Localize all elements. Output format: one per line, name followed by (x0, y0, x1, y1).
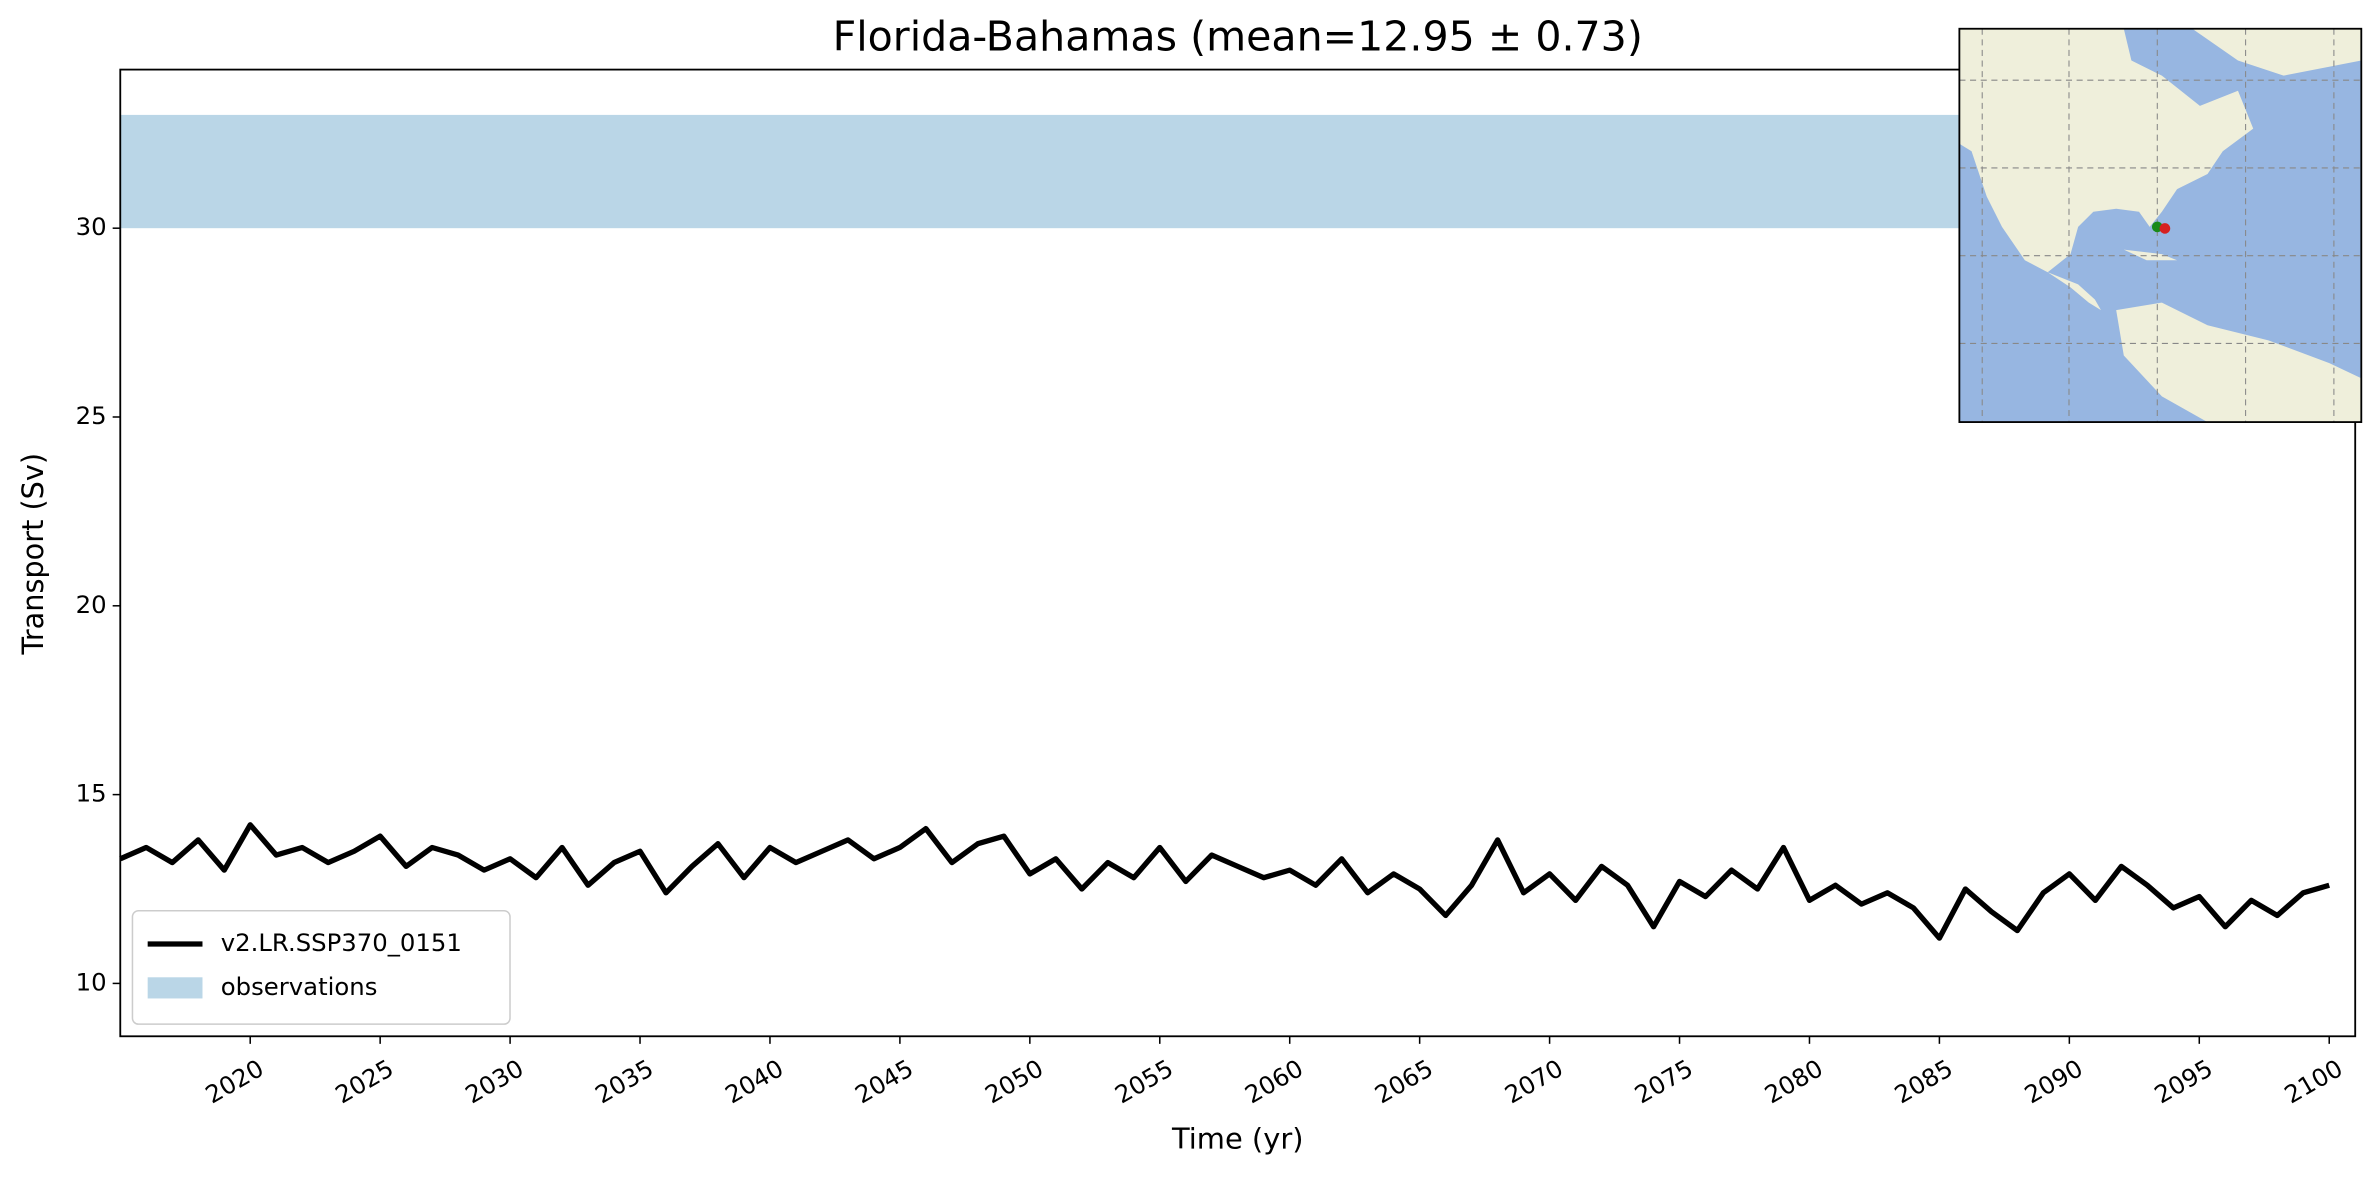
x-tick-label: 2075 (1630, 1053, 1698, 1109)
x-tick-label: 2070 (1500, 1053, 1568, 1109)
x-tick-label: 2095 (2149, 1053, 2217, 1109)
x-tick-label: 2030 (460, 1053, 528, 1109)
map-inset (1958, 27, 2363, 423)
x-tick-label: 2080 (1760, 1053, 1828, 1109)
y-axis-label: Transport (Sv) (16, 453, 50, 656)
x-tick-label: 2040 (720, 1053, 788, 1109)
map-land (2116, 302, 2362, 423)
legend-key (147, 977, 203, 999)
x-tick-label: 2025 (330, 1053, 398, 1109)
x-tick-label: 2100 (2279, 1053, 2347, 1109)
y-tick-label: 15 (76, 779, 107, 808)
chart-title: Florida-Bahamas (mean=12.95 ± 0.73) (833, 12, 1643, 60)
x-tick-label: 2085 (1890, 1053, 1958, 1109)
y-tick-label: 20 (76, 590, 107, 619)
legend-label: observations (221, 972, 378, 1001)
x-tick-label: 2090 (2019, 1053, 2087, 1109)
map-land (2192, 28, 2362, 76)
map-land (1959, 28, 2254, 273)
y-tick-label: 30 (76, 212, 107, 241)
y-tick-label: 10 (76, 967, 107, 996)
x-axis-label: Time (yr) (1171, 1122, 1304, 1156)
map-marker (2159, 223, 2171, 234)
map-land (2123, 249, 2178, 261)
x-tick-label: 2055 (1110, 1053, 1178, 1109)
x-tick-label: 2060 (1240, 1053, 1308, 1109)
map-land (2047, 272, 2101, 311)
series-line (119, 822, 2330, 941)
legend-box (131, 909, 511, 1025)
legend-label: v2.LR.SSP370_0151 (221, 928, 462, 957)
x-tick-label: 2035 (590, 1053, 658, 1109)
map-frame (1958, 27, 2363, 423)
y-tick-label: 25 (76, 401, 107, 430)
x-tick-label: 2065 (1370, 1053, 1438, 1109)
x-tick-label: 2050 (980, 1053, 1048, 1109)
legend: v2.LR.SSP370_0151 observations (131, 909, 511, 1025)
x-tick-label: 2020 (200, 1053, 268, 1109)
x-tick-label: 2045 (850, 1053, 918, 1109)
axes-frame (119, 68, 2357, 1038)
